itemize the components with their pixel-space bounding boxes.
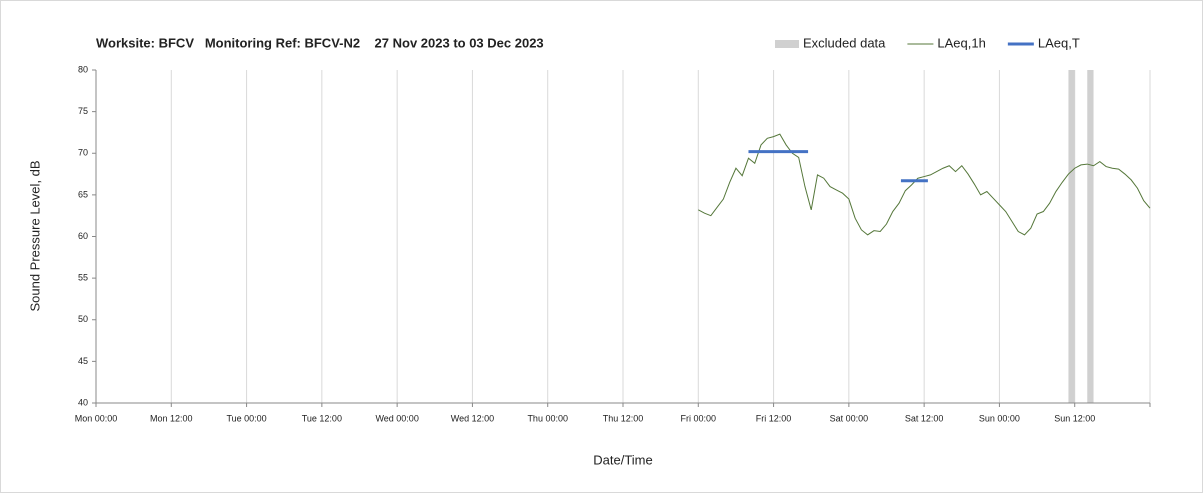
y-tick-label: 40 (78, 397, 88, 407)
excluded-band (1087, 70, 1094, 403)
legend-label: LAeq,1h (937, 35, 985, 50)
legend-label: Excluded data (803, 35, 886, 50)
x-tick-label: Sat 00:00 (830, 413, 869, 423)
x-tick-label: Mon 12:00 (150, 413, 193, 423)
x-tick-label: Sat 12:00 (905, 413, 944, 423)
chart-title: Worksite: BFCV Monitoring Ref: BFCV-N2 2… (96, 35, 544, 50)
y-tick-label: 60 (78, 231, 88, 241)
legend-swatch (775, 40, 799, 48)
excluded-band (1068, 70, 1075, 403)
y-tick-label: 75 (78, 106, 88, 116)
legend-label: LAeq,T (1038, 35, 1080, 50)
series-line (698, 133, 1151, 236)
y-tick-label: 45 (78, 356, 88, 366)
x-tick-label: Mon 00:00 (75, 413, 118, 423)
y-tick-label: 80 (78, 64, 88, 74)
y-tick-label: 55 (78, 273, 88, 283)
x-tick-label: Tue 00:00 (226, 413, 266, 423)
y-tick-label: 50 (78, 314, 88, 324)
y-tick-label: 65 (78, 189, 88, 199)
x-tick-label: Thu 12:00 (603, 413, 644, 423)
x-tick-label: Wed 12:00 (451, 413, 494, 423)
y-tick-label: 70 (78, 148, 88, 158)
x-tick-label: Tue 12:00 (302, 413, 342, 423)
x-tick-label: Wed 00:00 (375, 413, 418, 423)
x-tick-label: Sun 12:00 (1054, 413, 1095, 423)
x-tick-label: Sun 00:00 (979, 413, 1020, 423)
x-tick-label: Fri 00:00 (681, 413, 717, 423)
x-axis-label: Date/Time (593, 452, 652, 467)
x-tick-label: Thu 00:00 (527, 413, 568, 423)
x-tick-label: Fri 12:00 (756, 413, 792, 423)
y-axis-label: Sound Pressure Level, dB (27, 160, 42, 311)
